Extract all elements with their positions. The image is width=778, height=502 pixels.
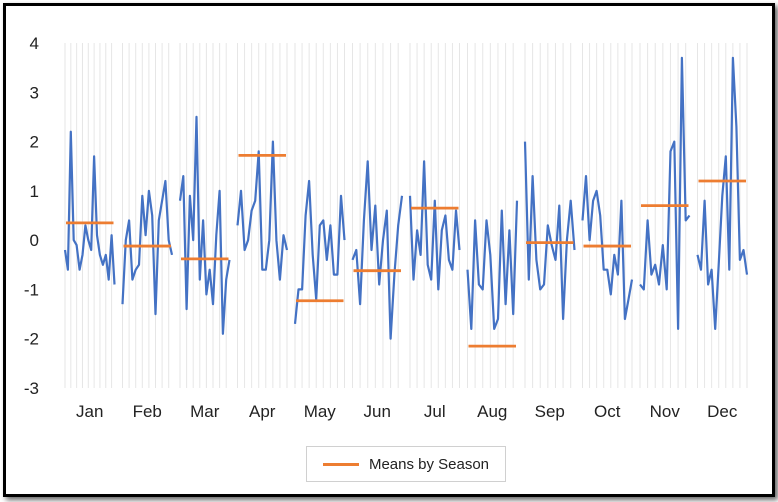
y-tick-label: -3 [24,379,39,398]
y-tick-label: -1 [24,280,39,299]
y-tick-label: 3 [30,83,39,102]
legend-label-means: Means by Season [368,455,490,473]
x-tick-label: May [304,402,337,421]
legend: Means by Season [306,446,506,482]
series-line-jan [63,130,116,285]
x-tick-label: Feb [133,402,162,421]
series-line-feb [121,179,174,316]
series-line-aug [466,200,519,330]
series-line-may [293,179,346,325]
x-tick-label: Nov [650,402,681,421]
x-tick-label: Jul [424,402,446,421]
series-line-oct [581,175,634,321]
x-tick-label: Dec [707,402,738,421]
y-tick-label: 0 [30,231,39,250]
x-tick-label: Jun [364,402,391,421]
series-line-jun [351,160,404,340]
series-line-sep [523,141,576,321]
series-line-dec [696,56,749,330]
x-tick-label: Oct [594,402,621,421]
y-tick-label: -2 [24,330,39,349]
x-tick-label: Mar [190,402,220,421]
y-tick-label: 2 [30,133,39,152]
series-line-apr [236,140,289,281]
chart-frame: -3 -2 -1 0 1 2 3 4 Jan Feb Mar Apr May Jun Jul Aug Sep Oc… [3,3,775,497]
y-tick-label: 1 [30,182,39,201]
x-tick-label: Apr [249,402,276,421]
series-line-nov [639,56,691,330]
x-tick-label: Aug [477,402,507,421]
line-chart: -3 -2 -1 0 1 2 3 4 Jan Feb Mar Apr May Jun Jul Aug Sep Oc… [24,34,749,421]
series-line-mar [178,115,231,335]
series-line-jul [408,160,461,291]
x-tick-label: Sep [535,402,565,421]
y-tick-label: 4 [30,34,39,53]
x-tick-label: Jan [76,402,103,421]
legend-swatch-means [322,462,359,466]
